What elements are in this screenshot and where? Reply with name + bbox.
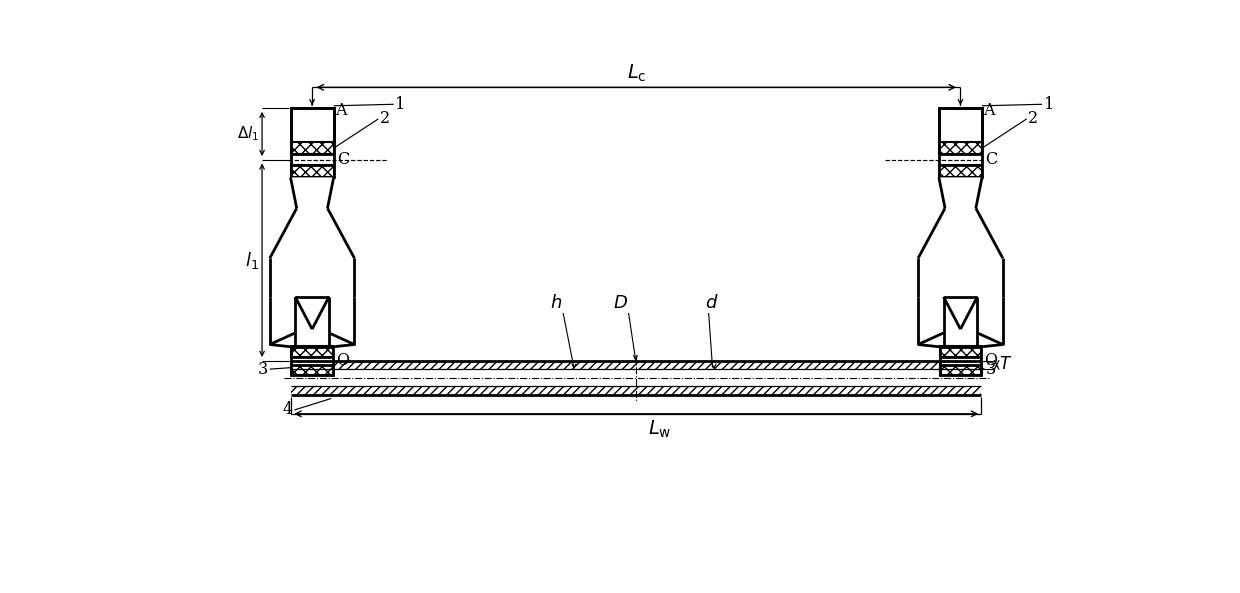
Text: 3: 3 <box>986 361 996 378</box>
Text: $h$: $h$ <box>551 294 563 312</box>
Bar <box>290 108 334 177</box>
Bar <box>940 357 981 365</box>
Text: 2: 2 <box>1028 110 1038 127</box>
Polygon shape <box>270 177 355 345</box>
Bar <box>291 347 332 375</box>
Bar <box>290 142 334 154</box>
Text: A: A <box>335 102 347 119</box>
Text: O: O <box>336 352 348 369</box>
Bar <box>291 357 332 365</box>
Bar <box>940 347 981 375</box>
Text: 1: 1 <box>1044 96 1054 113</box>
Bar <box>939 165 982 177</box>
Text: $T$: $T$ <box>999 356 1012 374</box>
Text: C: C <box>337 151 348 168</box>
Text: $D$: $D$ <box>613 294 627 312</box>
Bar <box>291 346 332 357</box>
Bar <box>290 108 334 142</box>
Bar <box>291 386 981 394</box>
Bar <box>290 108 334 142</box>
Text: 1: 1 <box>396 96 405 113</box>
Bar <box>291 369 981 386</box>
Text: O: O <box>985 352 997 369</box>
Text: $L_{\mathrm{w}}$: $L_{\mathrm{w}}$ <box>647 419 671 440</box>
Text: 3: 3 <box>258 361 268 378</box>
Polygon shape <box>918 177 1003 345</box>
Text: $\Delta l_1$: $\Delta l_1$ <box>237 125 259 144</box>
Bar <box>939 108 982 177</box>
Text: C: C <box>985 151 997 168</box>
Bar <box>939 142 982 154</box>
Text: 2: 2 <box>379 110 391 127</box>
Bar <box>939 108 982 142</box>
Text: $d$: $d$ <box>704 294 718 312</box>
Bar <box>291 361 981 369</box>
Bar <box>939 154 982 165</box>
Bar <box>290 154 334 165</box>
Bar <box>291 365 332 375</box>
Text: A: A <box>983 102 994 119</box>
Bar <box>939 108 982 142</box>
Bar <box>290 165 334 177</box>
Text: 4: 4 <box>283 401 293 419</box>
Text: $L_{\mathrm{c}}$: $L_{\mathrm{c}}$ <box>626 63 646 84</box>
Text: $l_1$: $l_1$ <box>246 250 259 270</box>
Bar <box>940 346 981 357</box>
Bar <box>940 365 981 375</box>
